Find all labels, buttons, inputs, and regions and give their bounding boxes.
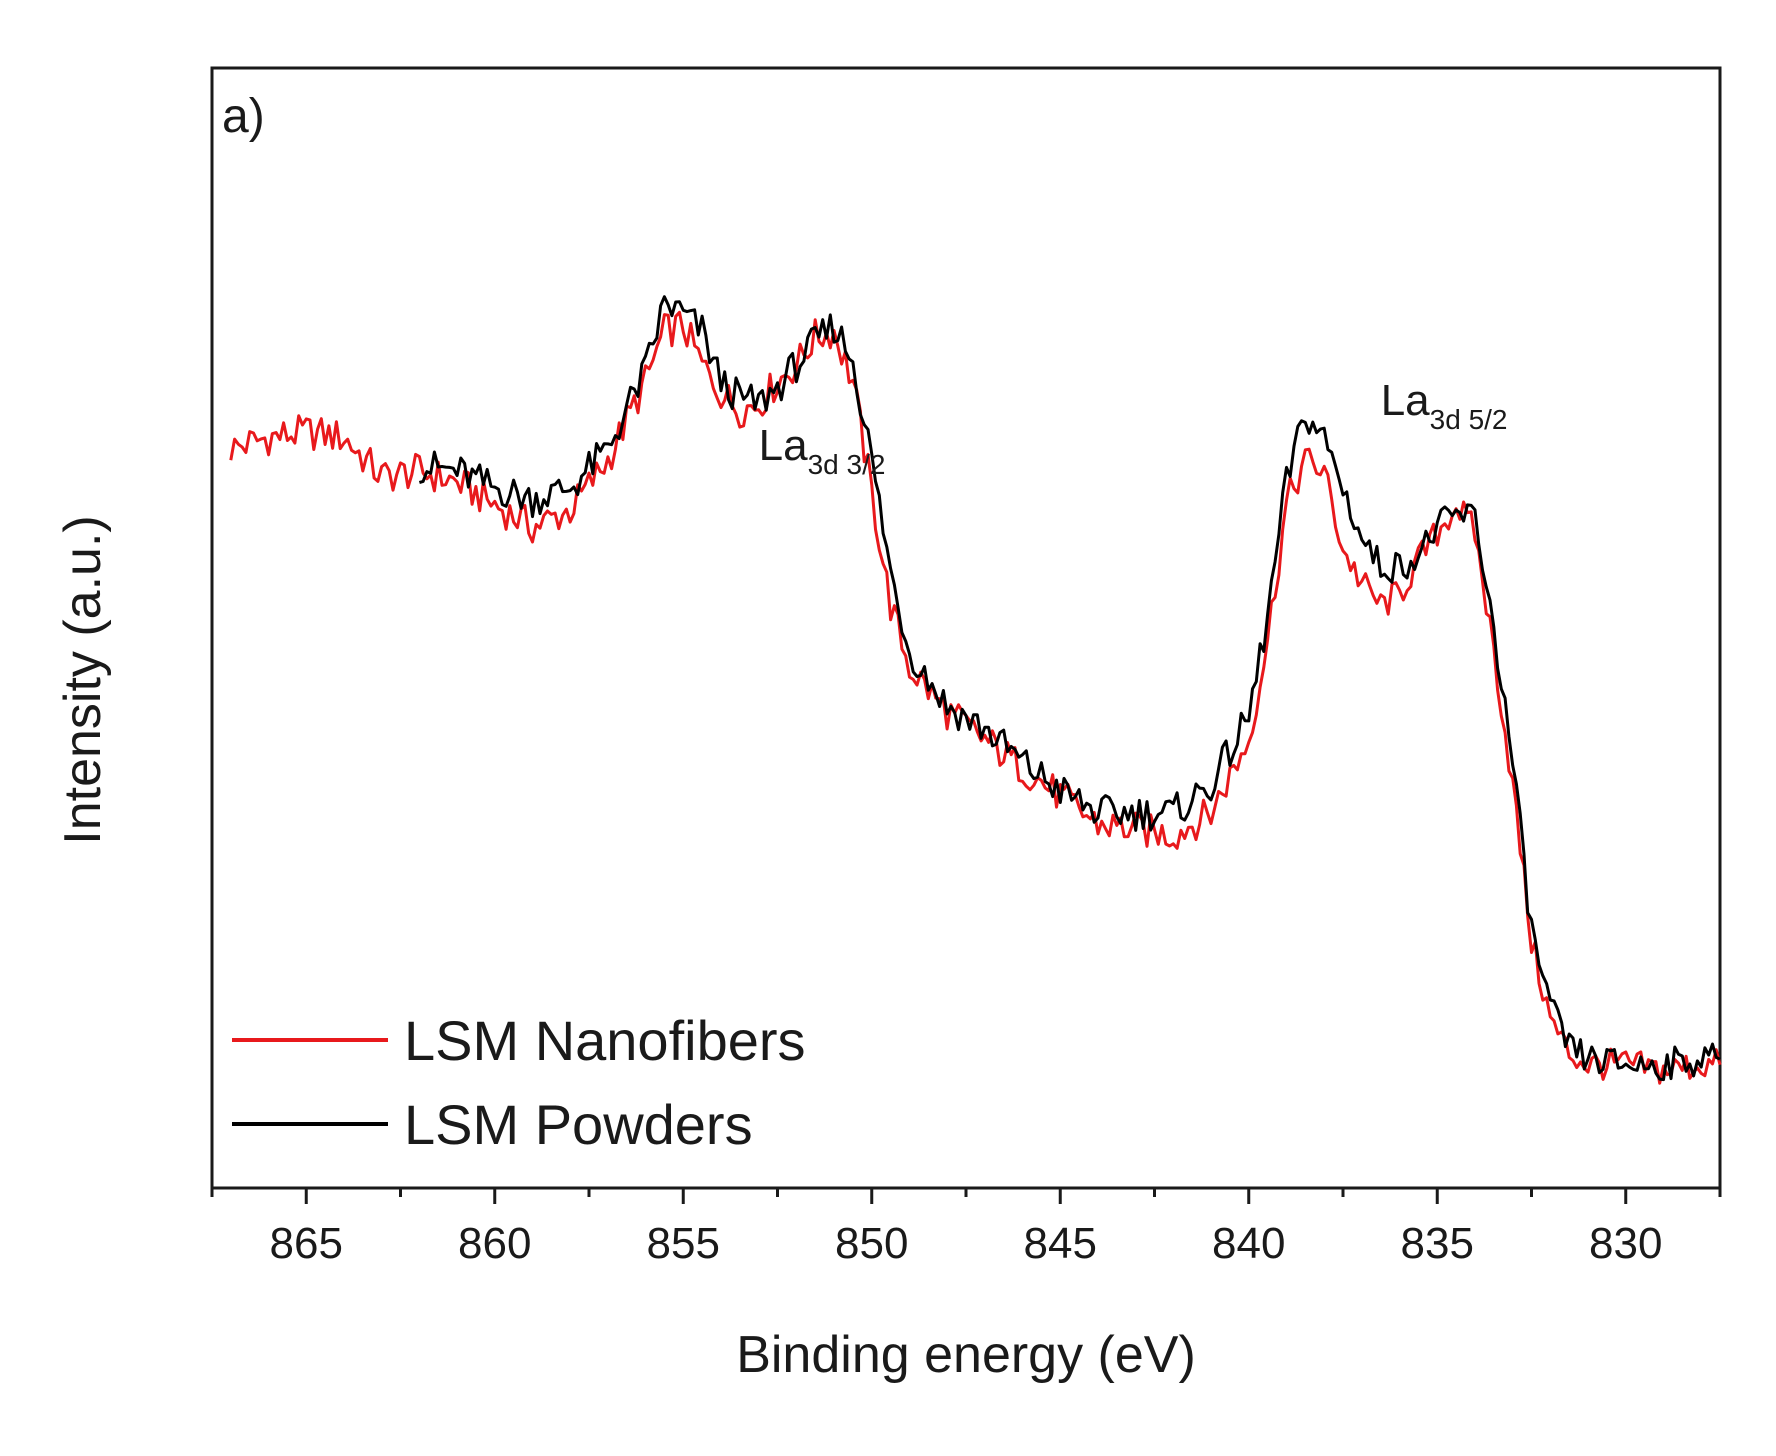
x-tick-label: 835 <box>1401 1219 1474 1268</box>
x-axis-ticks <box>210 1188 1722 1204</box>
series-line-lsm-nanofibers <box>229 310 1722 1085</box>
peak-annotation-1: La3d 5/2 <box>1381 376 1508 435</box>
x-tick-label: 845 <box>1024 1219 1097 1268</box>
panel-label: a) <box>222 90 265 143</box>
x-tick-label: 855 <box>647 1219 720 1268</box>
x-tick-label: 865 <box>270 1219 343 1268</box>
series-lines <box>229 295 1722 1085</box>
legend-label-nanofibers: LSM Nanofibers <box>404 1009 806 1072</box>
x-axis-title: Binding energy (eV) <box>736 1326 1196 1384</box>
x-tick-label: 840 <box>1212 1219 1285 1268</box>
x-tick-label: 830 <box>1589 1219 1662 1268</box>
x-tick-label: 850 <box>835 1219 908 1268</box>
series-line-lsm-powders <box>418 295 1721 1082</box>
y-axis-title: Intensity (a.u.) <box>54 515 112 844</box>
legend-label-powders: LSM Powders <box>404 1093 753 1156</box>
legend: LSM Nanofibers LSM Powders <box>232 1009 806 1156</box>
x-tick-label: 860 <box>458 1219 531 1268</box>
x-axis-tick-labels: 865 860 855 850 845 840 835 830 <box>270 1219 1663 1268</box>
